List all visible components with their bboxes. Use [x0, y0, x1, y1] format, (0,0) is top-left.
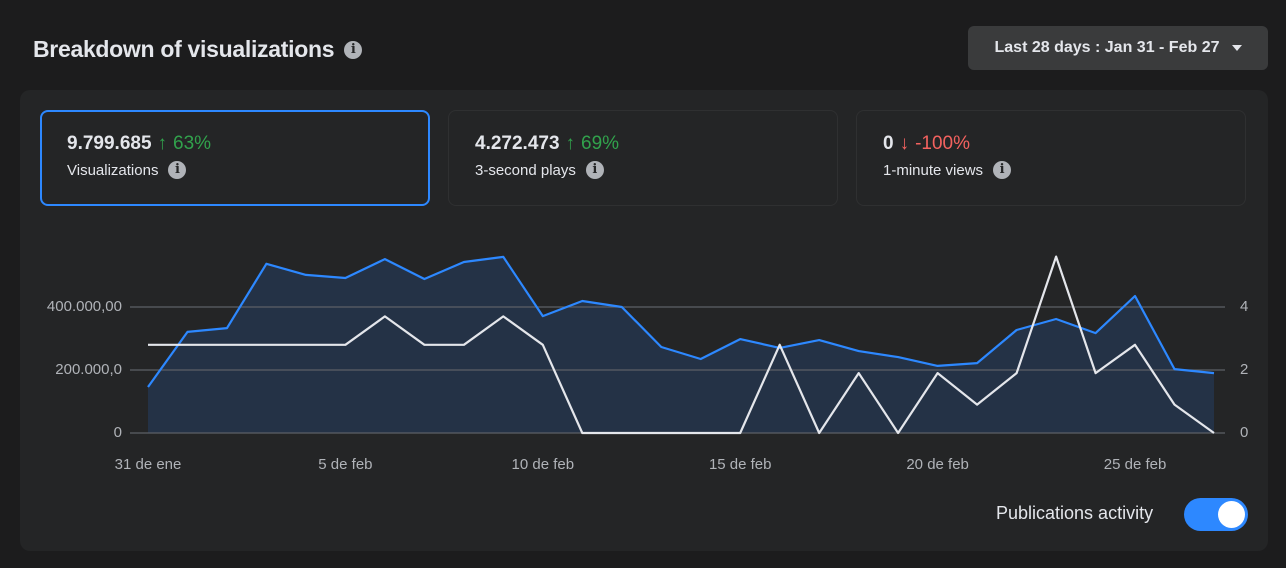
y2-tick-label: 0 — [1240, 424, 1248, 441]
date-range: Last 28 days : Jan 31 - Feb 27 — [994, 39, 1220, 56]
y-tick-label: 200.000,0 — [55, 361, 122, 378]
metric-value: 9.799.685 — [67, 133, 152, 154]
metric-card[interactable]: 4.272.473 ↑ 69% 3-second plays i — [448, 110, 838, 206]
title: Breakdown of visualizations — [33, 36, 335, 62]
y2-tick-label: 2 — [1240, 361, 1248, 378]
info-icon[interactable]: i — [585, 161, 604, 179]
y2-tick-label: 4 — [1240, 298, 1248, 315]
info-icon[interactable]: i — [344, 40, 363, 59]
caret — [1231, 45, 1242, 51]
toggle-knob — [1218, 501, 1245, 528]
area — [148, 256, 1214, 433]
metric-card[interactable]: 0 ↓ -100% 1-minute views i — [856, 110, 1246, 206]
metric-label: 1-minute views — [883, 161, 984, 179]
x-tick-label: 10 de feb — [512, 456, 575, 473]
trend-arrow: ↓ — [899, 133, 910, 154]
x-tick-label: 31 de ene — [115, 456, 182, 473]
metric-change: 69% — [581, 133, 620, 154]
x-tick-label: 5 de feb — [318, 456, 372, 473]
x-tick-label: 20 de feb — [906, 456, 969, 473]
toggle-switch[interactable] — [1184, 498, 1248, 531]
date-range-dropdown[interactable]: Last 28 days : Jan 31 - Feb 27 — [968, 26, 1268, 70]
metric-change: 63% — [173, 133, 212, 154]
metric-value: 4.272.473 — [475, 133, 560, 154]
y-tick-label: 0 — [114, 424, 122, 441]
toggle-label: Publications activity — [996, 503, 1154, 523]
metric-label: Visualizations — [67, 161, 159, 179]
y-tick-label: 400.000,00 — [47, 298, 122, 315]
x-tick-label: 25 de feb — [1104, 456, 1167, 473]
x-tick-label: 15 de feb — [709, 456, 772, 473]
info-icon[interactable]: i — [993, 161, 1012, 179]
line — [147, 255, 1215, 388]
info-icon[interactable]: i — [168, 161, 187, 179]
metric-change: -100% — [915, 133, 970, 154]
metric-card[interactable]: 9.799.685 ↑ 63% Visualizations i — [40, 110, 430, 206]
line — [148, 255, 1215, 435]
header: Breakdown of visualizations i — [33, 36, 363, 63]
trend-arrow: ↑ — [565, 133, 576, 154]
metric-label: 3-second plays — [475, 161, 576, 179]
metric-value: 0 — [883, 133, 894, 154]
trend-arrow: ↑ — [157, 133, 168, 154]
